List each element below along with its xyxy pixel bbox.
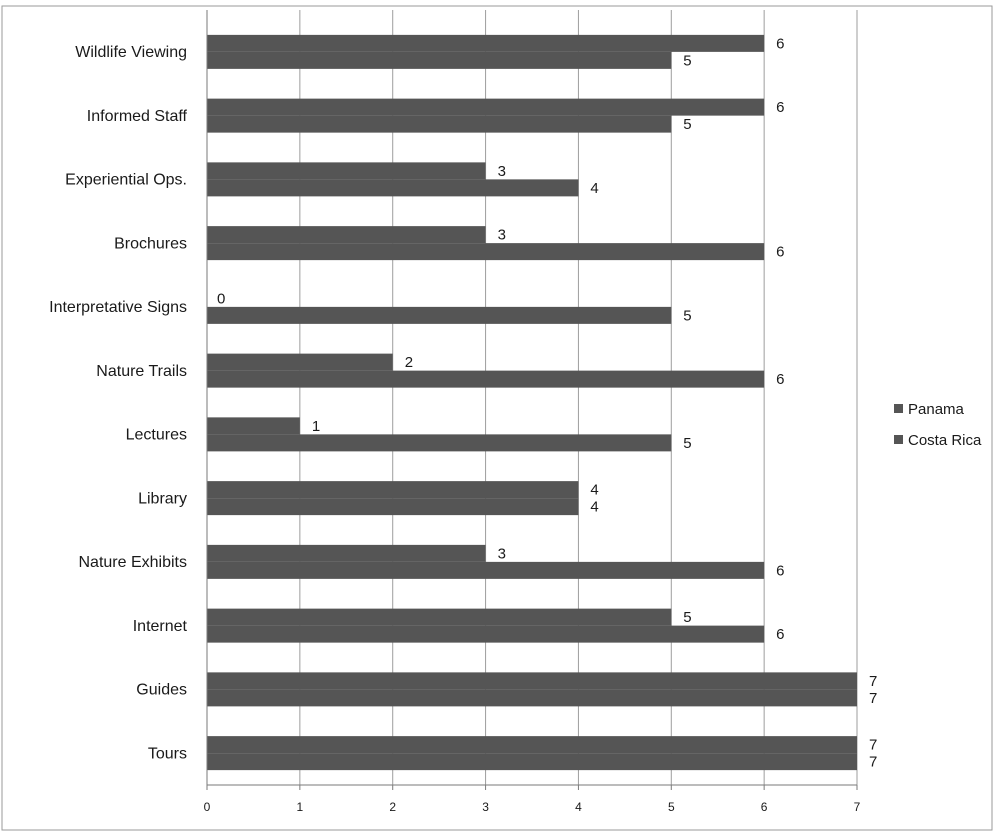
x-tick-label: 7 bbox=[854, 800, 861, 814]
data-label: 5 bbox=[683, 609, 691, 626]
data-label: 6 bbox=[776, 626, 784, 643]
x-tick-label: 3 bbox=[482, 800, 489, 814]
category-label: Guides bbox=[136, 682, 187, 699]
category-label: Internet bbox=[133, 618, 188, 635]
category-label: Tours bbox=[148, 745, 187, 762]
category-label: Library bbox=[138, 490, 187, 507]
category-label: Informed Staff bbox=[87, 108, 188, 125]
data-label: 4 bbox=[590, 180, 598, 197]
bar bbox=[207, 753, 857, 771]
bar bbox=[207, 689, 857, 707]
data-label: 4 bbox=[590, 499, 598, 516]
category-label: Wildlife Viewing bbox=[75, 44, 187, 61]
data-label: 7 bbox=[869, 737, 877, 754]
bar bbox=[207, 498, 579, 516]
bar bbox=[207, 434, 672, 452]
data-label: 5 bbox=[683, 52, 691, 69]
data-label: 0 bbox=[217, 290, 225, 307]
bar bbox=[207, 672, 857, 690]
data-label: 2 bbox=[405, 354, 413, 371]
bar bbox=[207, 353, 393, 371]
x-tick-label: 2 bbox=[389, 800, 396, 814]
bar bbox=[207, 51, 672, 69]
legend-label: Panama bbox=[908, 401, 965, 418]
data-label: 6 bbox=[776, 371, 784, 388]
bar bbox=[207, 417, 300, 435]
bar bbox=[207, 226, 486, 244]
x-tick-label: 0 bbox=[204, 800, 211, 814]
bar bbox=[207, 179, 579, 197]
legend-swatch bbox=[894, 435, 903, 444]
bar bbox=[207, 34, 765, 52]
data-label: 4 bbox=[590, 482, 598, 499]
category-label: Brochures bbox=[114, 235, 187, 252]
axes: Wildlife Viewing Informed Staff Experienti… bbox=[49, 10, 861, 814]
bar bbox=[207, 481, 579, 499]
bar bbox=[207, 243, 765, 261]
legend-label: Costa Rica bbox=[908, 432, 982, 449]
data-label: 3 bbox=[498, 227, 506, 244]
data-label: 3 bbox=[498, 545, 506, 562]
data-label: 7 bbox=[869, 690, 877, 707]
legend-swatch bbox=[894, 404, 903, 413]
x-tick-label: 4 bbox=[575, 800, 582, 814]
data-label: 5 bbox=[683, 116, 691, 133]
bar bbox=[207, 115, 672, 133]
data-label: 3 bbox=[498, 163, 506, 180]
bar bbox=[207, 370, 765, 388]
data-label: 5 bbox=[683, 435, 691, 452]
x-tick-label: 6 bbox=[761, 800, 768, 814]
category-label: Lectures bbox=[126, 427, 187, 444]
bar bbox=[207, 98, 765, 116]
category-label: Experiential Ops. bbox=[65, 172, 187, 189]
bars bbox=[207, 34, 857, 771]
bar bbox=[207, 625, 765, 643]
data-label: 6 bbox=[776, 244, 784, 261]
data-label: 5 bbox=[683, 307, 691, 324]
data-label: 6 bbox=[776, 562, 784, 579]
data-label: 7 bbox=[869, 673, 877, 690]
x-tick-label: 5 bbox=[668, 800, 675, 814]
bar bbox=[207, 162, 486, 180]
category-label: Nature Exhibits bbox=[79, 554, 188, 571]
bar bbox=[207, 608, 672, 626]
bar bbox=[207, 544, 486, 562]
data-label: 1 bbox=[312, 418, 320, 435]
category-label: Nature Trails bbox=[96, 363, 187, 380]
bar bbox=[207, 561, 765, 579]
data-label: 6 bbox=[776, 35, 784, 52]
bar bbox=[207, 736, 857, 754]
data-label: 6 bbox=[776, 99, 784, 116]
data-label: 7 bbox=[869, 754, 877, 771]
x-tick-label: 1 bbox=[297, 800, 304, 814]
bar bbox=[207, 306, 672, 324]
category-label: Interpretative Signs bbox=[49, 299, 187, 316]
legend: Panama Costa Rica bbox=[894, 401, 982, 449]
